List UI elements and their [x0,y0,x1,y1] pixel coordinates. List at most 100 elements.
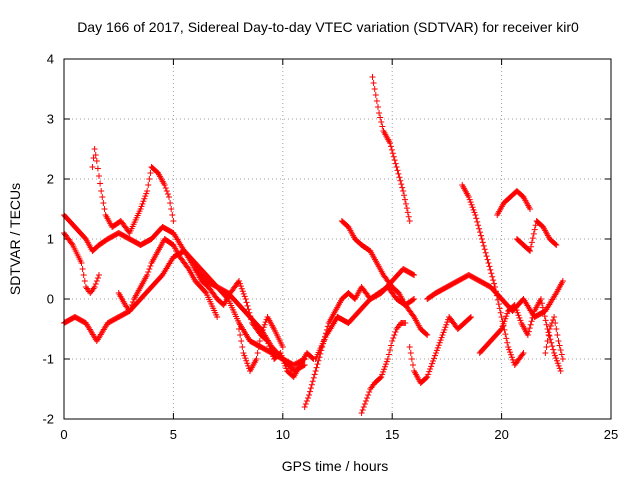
data-point [255,344,262,350]
data-point [306,388,313,395]
data-point [503,335,510,342]
x-tick-label: 10 [276,427,290,442]
data-point [306,392,313,398]
data-point [507,351,514,358]
data-point [214,314,221,320]
data-point [143,190,150,197]
data-point [245,306,252,313]
data-point [263,337,270,344]
y-tick-label: 2 [47,172,54,187]
y-tick-label: -1 [42,352,54,367]
data-point [557,347,564,353]
data-point [553,326,560,332]
data-point [410,296,417,303]
data-point [359,407,366,413]
data-point [147,170,154,176]
data-point [498,326,505,332]
data-point [490,277,497,284]
data-point [465,194,472,200]
data-point [259,326,266,333]
data-point [260,324,267,331]
data-point [240,290,247,297]
data-point [441,326,448,333]
data-point [525,328,532,335]
data-point [169,212,176,218]
data-point [528,318,535,325]
data-point [513,307,520,314]
data-point [94,275,101,281]
data-point [387,347,394,353]
data-point [429,360,436,367]
data-point [440,329,447,336]
series-track-g [236,326,317,380]
data-point [482,249,489,256]
data-point [427,366,434,372]
data-point [554,332,561,338]
data-point [506,346,513,353]
data-point [426,368,433,375]
data-point [281,360,288,367]
data-point [242,355,249,362]
data-point [268,348,275,355]
data-point [547,323,554,329]
data-point [96,272,103,278]
data-point [390,335,397,341]
data-point [304,395,311,401]
data-point [365,392,372,398]
data-point [236,278,243,284]
data-point [137,206,144,212]
data-point [163,188,170,194]
data-point [432,350,439,356]
data-point [559,356,566,362]
data-point [424,332,431,338]
data-point [277,350,284,356]
data-point [411,272,418,278]
data-point [403,205,410,212]
data-point [542,317,549,324]
data-point [443,321,450,328]
data-point [474,218,481,225]
data-point [556,365,563,372]
data-point [129,299,136,305]
data-point [527,248,534,254]
data-point [68,240,75,247]
data-point [387,143,394,150]
data-point [91,146,98,152]
data-point [406,218,413,224]
data-point [278,352,285,359]
data-point [495,301,502,308]
data-point [78,260,85,266]
data-point [552,320,559,326]
x-tick-label: 25 [604,427,618,442]
data-point [239,344,246,350]
data-point [438,334,445,341]
data-point [144,272,151,278]
data-point [384,356,391,362]
data-point [387,140,394,146]
data-point [248,316,255,323]
series-track-e [115,236,221,320]
data-point [493,292,500,299]
data-point [437,337,444,344]
data-point [511,302,518,308]
data-point [303,398,310,404]
data-point [379,371,386,378]
data-point [431,352,438,359]
data-point [487,266,494,273]
data-point [256,338,263,344]
data-point [489,273,496,280]
data-point [504,310,511,317]
data-point [435,342,442,349]
data-point [409,362,416,368]
data-point [145,269,152,275]
data-point [184,264,191,271]
data-point [265,340,272,347]
series-track-r [513,218,560,254]
data-point [527,206,534,212]
data-point [373,98,380,104]
data-point [96,173,103,179]
data-point [407,350,414,356]
data-point [366,389,373,395]
data-point [391,157,398,164]
data-point [167,200,174,206]
